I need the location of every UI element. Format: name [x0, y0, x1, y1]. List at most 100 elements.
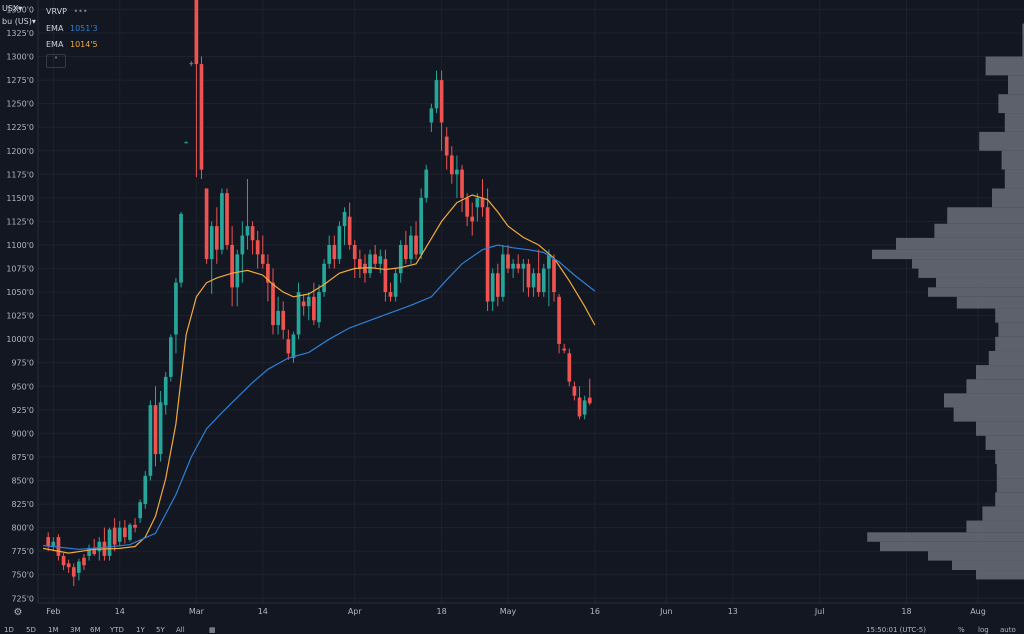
chevron-down-icon: ▾ [31, 17, 36, 26]
price-tick-label: 825'0 [11, 500, 34, 509]
price-tick-label: 1025'0 [6, 312, 34, 321]
price-tick-label: 775'0 [11, 547, 34, 556]
candle-body [332, 244, 337, 260]
time-tick-label: Mar [189, 607, 205, 616]
candle [133, 518, 137, 533]
more-options-icon[interactable]: ••• [73, 7, 88, 16]
volume-profile-bar [1004, 169, 1024, 189]
ema-legend-1[interactable]: EMA 1051'3 [46, 24, 102, 33]
candle-body [572, 386, 577, 396]
candle-body [327, 244, 332, 264]
candle-body [552, 259, 556, 293]
candle-body [582, 400, 587, 415]
time-axis[interactable]: Feb 14 Mar 14 Apr 18 May 16 Jun 13 Jul 18 Aug ⚙ [14, 602, 1024, 618]
timeframe-1d[interactable]: 1D [4, 626, 14, 634]
candle-body [51, 541, 56, 547]
candle-body [281, 310, 286, 330]
candle [388, 282, 393, 302]
price-axis[interactable]: 1350'0 1325'0 1300'0 1275'0 1250'0 1225'0 1200… [6, 0, 39, 603]
candle-body [194, 0, 199, 65]
candle-body [557, 296, 561, 344]
candle [383, 249, 388, 302]
candle [547, 249, 551, 307]
volume-profile-bar [1008, 75, 1024, 95]
volume-profile-bar [936, 277, 1024, 288]
clock-readout[interactable]: 15:50:01 (UTC-5) [866, 626, 926, 634]
candle-body [455, 169, 459, 175]
timeframe-5d[interactable]: 5D [26, 626, 36, 634]
candle [485, 188, 490, 311]
candle [511, 259, 515, 278]
candle [552, 254, 556, 302]
candle [531, 268, 536, 297]
price-tick-label: 850'0 [11, 477, 34, 486]
candle [209, 221, 214, 294]
candle-body [179, 213, 183, 283]
volume-profile-bar [880, 541, 1024, 552]
candle-body [526, 263, 531, 288]
candle-body [133, 524, 137, 528]
auto-toggle[interactable]: auto [1000, 626, 1016, 634]
timeframe-5y[interactable]: 5Y [156, 626, 165, 634]
timeframe-all[interactable]: All [176, 626, 185, 634]
symbol-selector[interactable]: USX▾ [2, 4, 22, 13]
candle-body [373, 254, 378, 264]
candle-body [245, 226, 250, 236]
candle-body [158, 402, 163, 455]
candle-body [358, 259, 362, 269]
price-tick-label: 1250'0 [6, 100, 34, 109]
price-tick-label: 1000'0 [6, 335, 34, 344]
candle [128, 522, 132, 542]
volume-profile-bar [988, 350, 1024, 366]
price-tick-label: 900'0 [11, 429, 34, 438]
candle [342, 207, 347, 245]
candle-body [337, 226, 342, 260]
price-tick-label: 1200'0 [6, 147, 34, 156]
timeframe-ytd[interactable]: YTD [110, 626, 124, 634]
price-tick-label: 1075'0 [6, 265, 34, 274]
ema-legend-2[interactable]: EMA 1014'5 [46, 40, 102, 49]
candle-body [567, 353, 572, 382]
calendar-icon[interactable]: ▦ [209, 626, 216, 634]
candle-body [409, 235, 413, 260]
volume-profile-bar [947, 207, 1024, 224]
ema-lines [42, 194, 596, 554]
volume-profile-bar [1001, 150, 1024, 170]
candle-body [148, 405, 153, 476]
candle [158, 391, 163, 462]
percent-toggle[interactable]: % [958, 626, 965, 634]
time-tick-label: 18 [901, 607, 911, 616]
candle-body [501, 254, 505, 297]
log-toggle[interactable]: log [978, 626, 989, 634]
candle-body [66, 563, 71, 568]
candle-body [189, 63, 194, 65]
candle [71, 563, 76, 587]
candle-body [439, 80, 444, 123]
candle [143, 471, 148, 509]
timeframe-1m[interactable]: 1M [48, 626, 59, 634]
collapse-legend-button[interactable]: ˄ [46, 54, 66, 68]
gear-icon[interactable]: ⚙ [14, 607, 23, 618]
price-tick-label: 1350'0 [6, 5, 34, 14]
price-tick-label: 925'0 [11, 406, 34, 415]
candle-body [490, 273, 495, 302]
candle [582, 395, 587, 420]
vrvp-legend[interactable]: VRVP ••• [46, 7, 92, 16]
candle [240, 221, 245, 283]
candle [393, 268, 398, 302]
volume-profile-bar [872, 249, 1024, 260]
candle [220, 188, 224, 255]
candle-body [112, 527, 117, 545]
candle-body [46, 537, 51, 547]
timeframe-1y[interactable]: 1Y [136, 626, 145, 634]
price-tick-label: 1275'0 [6, 76, 34, 85]
candle [516, 254, 521, 274]
units-selector[interactable]: bu (US)▾ [2, 17, 36, 26]
volume-profile-bar [912, 259, 1024, 269]
timeframe-6m[interactable]: 6M [90, 626, 101, 634]
candle [266, 254, 270, 302]
timeframe-3m[interactable]: 3M [70, 626, 81, 634]
candle [194, 0, 199, 178]
candle-body [444, 136, 449, 156]
